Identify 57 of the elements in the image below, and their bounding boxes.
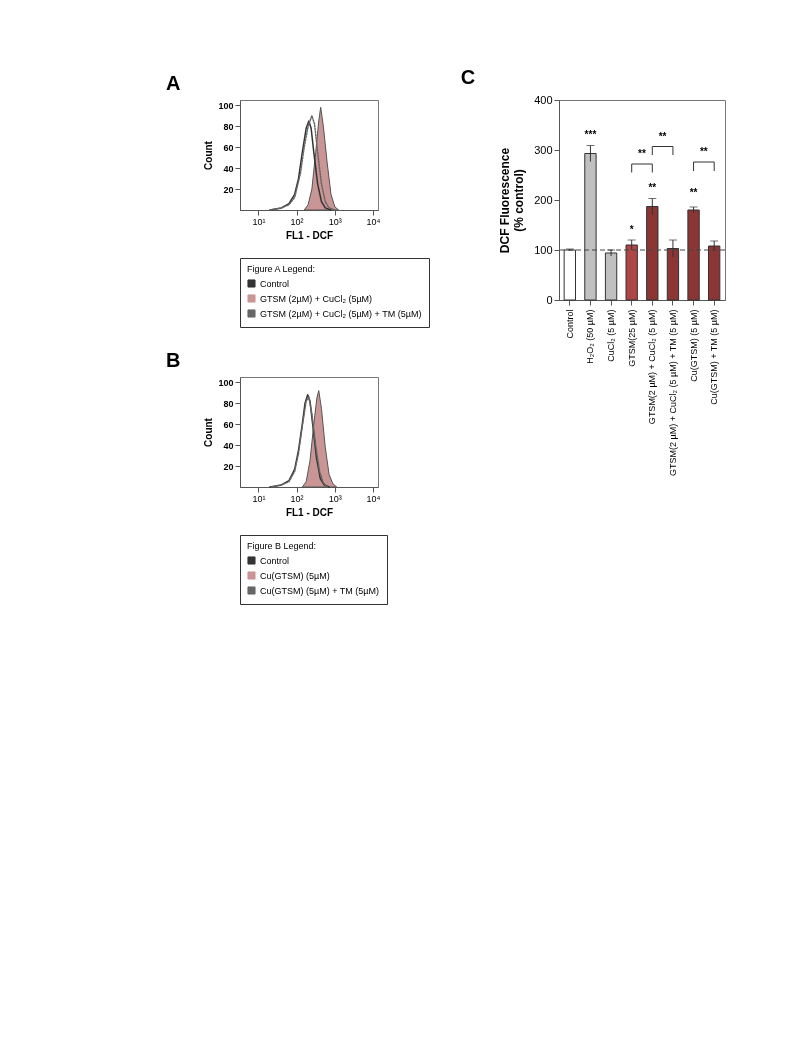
bar [563,249,576,301]
x-axis-title: FL1 - DCF [285,506,334,518]
y-tick-label: 40 [223,163,234,174]
y-tick-label: 80 [223,121,234,132]
y-tick-label: 60 [223,142,234,153]
x-tick-label: 10⁴ [366,493,381,504]
x-tick-label: GTSM(25 µM) [626,309,637,367]
annotation: ** [638,148,646,159]
annotation: *** [584,129,597,140]
x-tick-label: 10² [290,493,304,504]
x-tick-label: 10³ [328,493,342,504]
y-tick-label: 200 [534,193,553,206]
x-tick-label: 10³ [328,216,342,227]
legend-label: GTSM (2µM) + CuCl₂ (5µM) + TM (5µM) [260,308,422,319]
legend-label: Control [260,278,290,289]
x-tick-label: 10⁴ [366,216,381,227]
legend-title: Figure B Legend: [247,541,317,551]
legend-label: Cu(GTSM) (5µM) + TM (5µM) [260,585,379,596]
y-tick-label: 100 [218,377,234,388]
y-tick-label: 60 [223,419,234,430]
x-tick-label: GTSM(2 µM) + CuCl₂ (5 µM) [647,309,658,425]
y-tick-label: 100 [218,100,234,111]
legend-label: Cu(GTSM) (5µM) [260,570,330,581]
y-tick-label: 0 [546,293,553,306]
annotation: ** [689,186,698,198]
y-tick-label: 20 [223,184,234,195]
y-tick-label: 80 [223,398,234,409]
x-tick-label: GTSM(2 µM) + CuCl₂ (5 µM) + TM (5 µM) [667,309,678,476]
y-tick-label: 20 [223,461,234,472]
x-tick-label: Cu(GTSM) + TM (5 µM) [709,309,720,405]
legend-label: GTSM (2µM) + CuCl₂ (5µM) [260,293,373,304]
y-tick-label: 300 [534,143,553,156]
x-tick-label: CuCl₂ (5 µM) [606,309,617,362]
y-tick-label: 400 [534,93,553,106]
x-tick-label: Control [564,309,575,339]
chart-title: A [165,72,181,94]
y-tick-label: 100 [534,243,553,256]
y-axis-title: Count [203,140,215,170]
bar [625,244,638,301]
x-tick-label: 10¹ [252,216,266,227]
chart-title: C [460,66,476,88]
y-axis-title: Count [203,417,215,447]
x-tick-label: H₂O₂ (50 µM) [585,309,596,364]
chart-title: B [165,349,181,371]
annotation: ** [648,181,657,193]
x-tick-label: Cu(GTSM) (5 µM) [688,309,699,382]
y-tick-label: 40 [223,440,234,451]
x-axis-title: FL1 - DCF [285,229,334,241]
bar [708,245,721,301]
legend-label: Control [260,555,290,566]
x-tick-label: 10¹ [252,493,266,504]
y-axis-title: DCF Fluorescence (% control) [498,147,527,254]
annotation: ** [699,146,708,157]
x-tick-label: 10² [290,216,304,227]
annotation: ** [658,131,667,142]
annotation: * [629,224,634,235]
legend-title: Figure A Legend: [247,264,316,274]
